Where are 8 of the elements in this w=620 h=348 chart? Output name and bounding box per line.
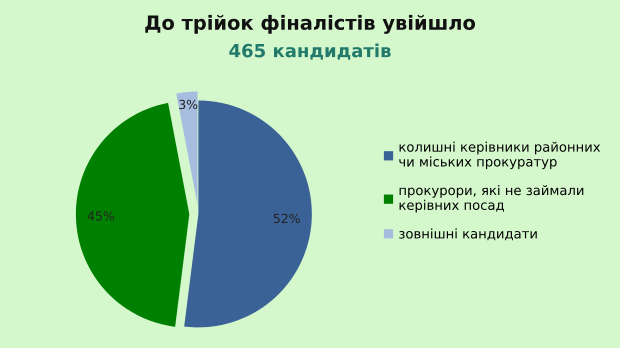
chart-title: До трійок фіналістів увійшло	[145, 14, 476, 34]
data-label: 3%	[179, 100, 198, 110]
data-label: 52%	[274, 214, 300, 224]
data-label: 45%	[88, 211, 114, 221]
legend-label: прокурори, які не займали керівних посад	[400, 185, 584, 213]
chart-subtitle: 465 кандидатів	[229, 43, 391, 60]
legend-label: колишні керівники районних чи міських прокуратур	[399, 142, 600, 170]
legend-label: зовнішні кандидати	[399, 228, 537, 240]
